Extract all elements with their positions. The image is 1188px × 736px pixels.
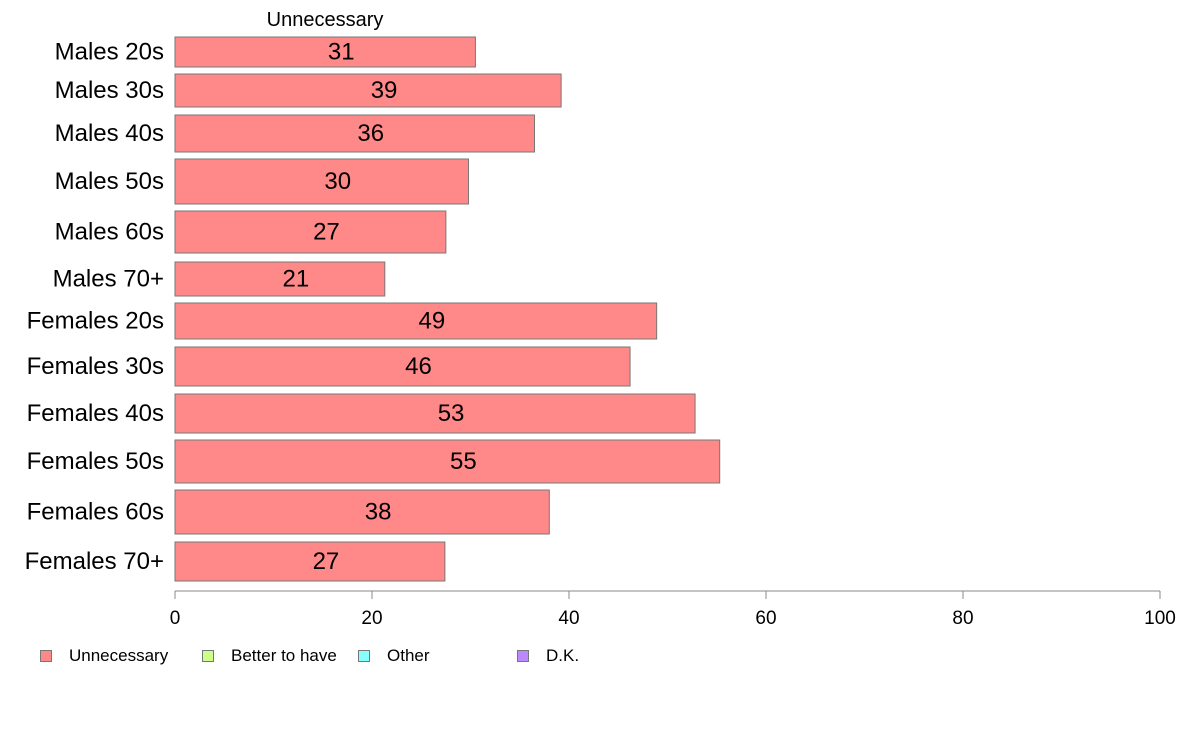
bars-group: Males 20s 31 Males 30s 39 Males 40s 36 Males 5… xyxy=(25,36,721,582)
data-label: 36 xyxy=(357,120,384,147)
x-tick-label: 0 xyxy=(170,608,181,629)
legend-label: Unnecessary xyxy=(69,646,169,665)
legend-label: Other xyxy=(387,646,430,665)
category-label: Females 70+ xyxy=(25,548,164,575)
bar xyxy=(174,541,446,582)
bar xyxy=(174,302,658,340)
category-label: Females 30s xyxy=(27,353,164,380)
data-label: 27 xyxy=(313,219,340,246)
legend-swatch xyxy=(517,650,529,662)
data-label: 30 xyxy=(324,168,351,195)
data-label: 39 xyxy=(371,77,398,104)
legend-label: Better to have xyxy=(231,646,337,665)
category-label: Males 20s xyxy=(55,39,164,66)
category-label: Males 50s xyxy=(55,168,164,195)
legend-item: D.K. xyxy=(517,646,579,666)
category-label: Females 40s xyxy=(27,400,164,427)
bar xyxy=(174,261,386,297)
bar xyxy=(174,210,447,254)
x-axis: 0 20 40 60 80 100 xyxy=(170,590,1176,629)
data-label: 46 xyxy=(405,353,432,380)
legend-swatch xyxy=(40,650,52,662)
bar xyxy=(174,489,550,535)
category-label: Males 60s xyxy=(55,219,164,246)
legend-swatch xyxy=(358,650,370,662)
legend-item: Other xyxy=(358,646,430,666)
category-label: Males 40s xyxy=(55,120,164,147)
legend-item: Better to have xyxy=(202,646,337,666)
bar xyxy=(174,36,476,68)
bar xyxy=(174,439,721,484)
x-tick-label: 40 xyxy=(558,608,579,629)
x-tick-label: 80 xyxy=(952,608,973,629)
x-tick-label: 60 xyxy=(755,608,776,629)
legend-label: D.K. xyxy=(546,646,580,665)
data-label: 53 xyxy=(438,400,465,427)
bar xyxy=(174,393,696,434)
category-label: Females 60s xyxy=(27,499,164,526)
bar xyxy=(174,114,536,153)
category-label: Males 70+ xyxy=(53,266,164,293)
data-label: 38 xyxy=(365,499,392,526)
series-title: Unnecessary xyxy=(267,9,384,31)
bar xyxy=(174,158,470,205)
data-label: 27 xyxy=(313,548,340,575)
legend-swatch xyxy=(202,650,214,662)
category-label: Females 20s xyxy=(27,308,164,335)
data-label: 31 xyxy=(328,39,355,66)
x-tick-label: 100 xyxy=(1144,608,1176,629)
x-tick-label: 20 xyxy=(361,608,382,629)
data-label: 49 xyxy=(418,308,445,335)
bar xyxy=(174,346,631,387)
data-label: 55 xyxy=(450,448,477,475)
category-label: Males 30s xyxy=(55,77,164,104)
category-label: Females 50s xyxy=(27,448,164,475)
data-label: 21 xyxy=(283,266,310,293)
legend-item: Unnecessary xyxy=(40,646,168,666)
bar xyxy=(174,73,562,108)
